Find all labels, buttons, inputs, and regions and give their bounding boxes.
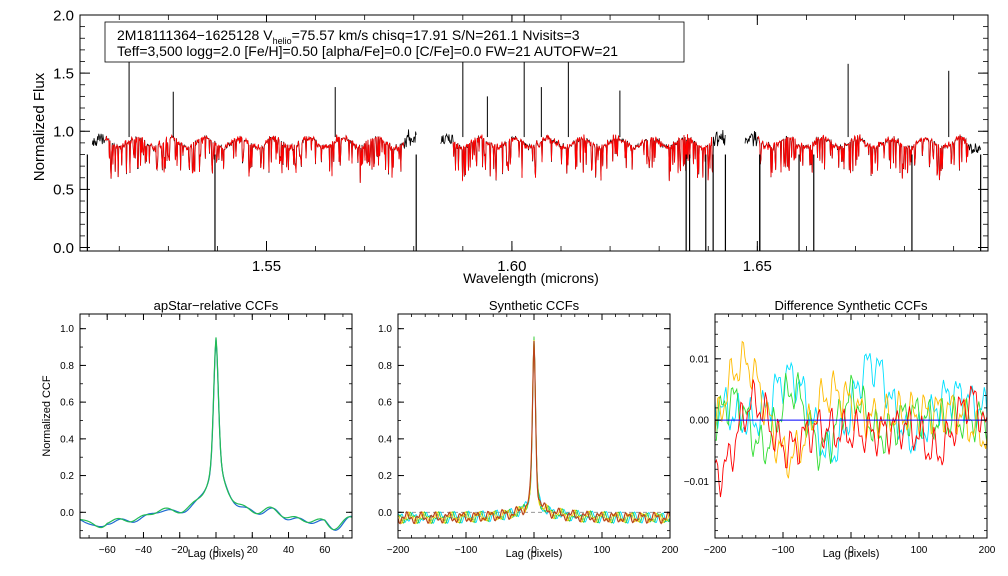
synthetic-spectrum-chip-2 [452,134,714,182]
legend-star-velocity: 2M18111364−1625128 V [117,27,273,43]
y-tick-label: 0.00 [690,416,710,427]
x-tick-label: 200 [979,545,996,556]
synthetic-ccf-line-1 [398,341,670,525]
x-tick-label: 1.55 [252,258,281,275]
y-tick-label: 1.0 [60,324,74,335]
synthetic-ccf-xlabel: Lag (pixels) [506,548,563,560]
x-tick-label: 100 [594,545,611,556]
synthetic-spectrum-chip-3 [757,134,969,181]
synthetic-ccf-line-4 [398,340,670,525]
spectrum-xlabel: Wavelength (microns) [463,270,599,286]
x-tick-label: 20 [247,545,259,556]
y-tick-label: 0.2 [378,471,392,482]
difference-ccf-line-2 [715,372,987,471]
y-tick-label: 0.01 [690,354,710,365]
synthetic-spectrum-chip-1 [104,133,405,183]
x-tick-label: −200 [704,545,727,556]
x-tick-label: 0 [213,545,219,556]
apstar-ccf-series [80,337,352,531]
y-tick-label: 1.0 [378,324,392,335]
x-tick-label: 60 [319,545,331,556]
apstar-ccf-line-2 [80,337,352,531]
difference-ccf-series [715,340,987,498]
legend-stats: =75.57 km/s chisq=17.91 S/N=261.1 Nvisit… [292,27,580,43]
apstar-ccf-title: apStar−relative CCFs [154,298,279,313]
synthetic-ccf-ticks: −200 −100 0 100 200 0.0 0.2 0.4 0.6 0.8 1.0 [378,314,679,556]
y-tick-label: 0.4 [378,434,392,445]
x-tick-label: 1.60 [497,258,526,275]
y-tick-label: 0.4 [60,434,74,445]
y-tick-label: 1.0 [53,124,74,141]
x-tick-label: −200 [387,545,410,556]
y-tick-label: 0.8 [60,361,74,372]
apstar-ccf-panel: −60 −40 −20 0 20 40 60 0.0 0.2 0.4 0.6 0.8 1.0 apSta… [41,298,353,560]
y-tick-label: 2.0 [53,7,74,24]
x-tick-label: −100 [772,545,795,556]
synthetic-ccf-series [398,336,670,525]
difference-ccf-line-3 [715,340,987,479]
x-tick-label: 40 [283,545,295,556]
legend-box [104,21,685,63]
x-tick-label: 1.65 [743,258,772,275]
y-tick-label: 0.0 [378,508,392,519]
synthetic-ccf-line-3 [398,340,670,525]
difference-ccf-panel: −200 −100 0 100 200 −0.01 0.00 0.01 Difference … [684,298,996,560]
difference-ccf-line-4 [715,379,987,498]
y-tick-label: 0.6 [60,398,74,409]
y-tick-label: 1.5 [53,65,74,82]
y-tick-label: 0.0 [53,240,74,257]
legend-line-1: 2M18111364−1625128 Vhelio=75.57 km/s chi… [117,27,580,46]
apstar-ccf-xlabel: Lag (pixels) [188,548,245,560]
y-tick-label: 0.6 [378,398,392,409]
legend-line-2: Teff=3,500 logg=2.0 [Fe/H]=0.50 [alpha/F… [117,43,618,59]
synthetic-ccf-line-2 [398,336,670,525]
x-tick-label: −40 [135,545,152,556]
x-tick-label: −20 [171,545,188,556]
spectrum-legend: 2M18111364−1625128 Vhelio=75.57 km/s chi… [104,21,685,63]
difference-ccf-title: Difference Synthetic CCFs [775,298,928,313]
x-tick-label: −100 [455,545,478,556]
legend-subscript: helio [273,36,292,46]
spectrum-ylabel: Normalized Flux [31,72,48,181]
x-tick-label: −60 [99,545,116,556]
y-tick-label: 0.0 [60,508,74,519]
apstar-ccf-ticks: −60 −40 −20 0 20 40 60 0.0 0.2 0.4 0.6 0.8 1.0 [60,314,352,556]
synthetic-ccf-title: Synthetic CCFs [489,298,580,313]
difference-ccf-ticks: −200 −100 0 100 200 −0.01 0.00 0.01 [684,314,996,556]
x-tick-label: 0 [531,545,537,556]
y-tick-label: 0.2 [60,471,74,482]
synthetic-ccf-panel: −200 −100 0 100 200 0.0 0.2 0.4 0.6 0.8 1.0 Synthe… [378,298,679,560]
apstar-ccf-line-1 [80,339,352,531]
apstar-ccf-ylabel: Normalized CCF [41,375,53,457]
y-tick-label: 0.5 [53,182,74,199]
spectrum-panel: 1.55 1.60 1.65 0.0 0.5 1.0 1.5 2.0 Wavelength (… [31,7,989,286]
difference-ccf-xlabel: Lag (pixels) [823,548,880,560]
y-tick-label: −0.01 [684,477,710,488]
spectrum-series [86,15,982,251]
x-tick-label: 100 [911,545,928,556]
y-tick-label: 0.8 [378,361,392,372]
spectrum-ticks: 1.55 1.60 1.65 0.0 0.5 1.0 1.5 2.0 [53,7,988,275]
x-tick-label: 200 [662,545,679,556]
x-tick-label: 0 [848,545,854,556]
spectrum-frame [79,14,989,252]
difference-ccf-line-1 [715,353,987,463]
